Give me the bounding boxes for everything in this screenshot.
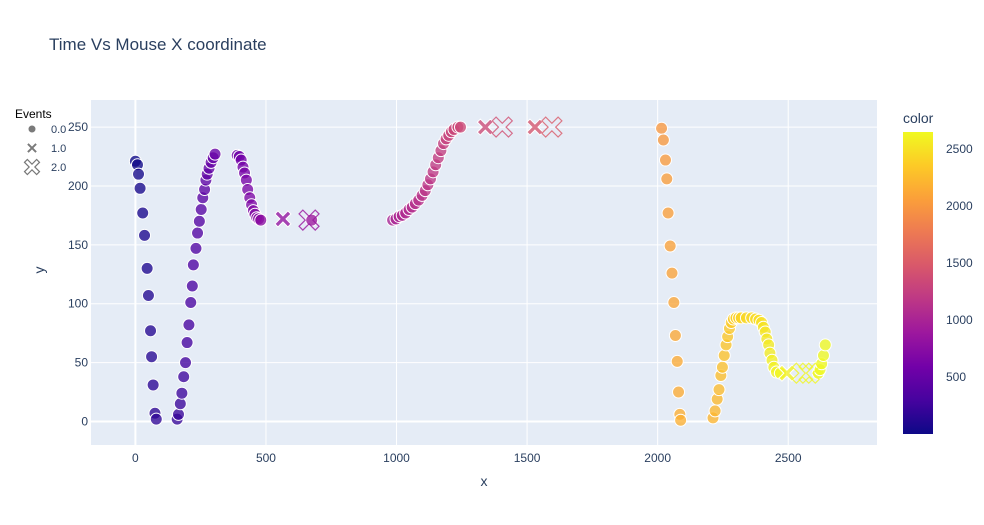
data-point-circle [712,383,726,397]
data-point-circle [189,241,203,255]
chart-title: Time Vs Mouse X coordinate [49,35,267,54]
y-tick-label: 50 [75,356,89,370]
data-point-circle [663,239,677,253]
data-point-circle [655,121,669,135]
colorbar-tick-label: 2000 [946,199,973,213]
data-point-circle [254,213,268,227]
y-tick-labels: 0 50 100 150 200 250 [68,120,88,428]
data-point-circle [138,228,152,242]
data-point-circle [141,288,155,302]
data-point-circle [668,328,682,342]
y-tick-label: 100 [68,297,88,311]
data-point-circle [670,354,684,368]
data-point-x [274,210,292,228]
data-point-circle [818,338,832,352]
colorbar-tick-label: 1000 [946,313,973,327]
data-point-circle [132,167,146,181]
data-point-circle [208,147,222,161]
data-point-circle [305,213,319,227]
legend-label: 2.0 [51,162,66,174]
data-point-circle [177,370,191,384]
data-point-circle [717,349,731,363]
data-point-circle [184,296,198,310]
data-point-x-open [541,116,563,138]
x-axis-title: x [481,473,488,489]
data-point-circle [140,261,154,275]
legend[interactable]: Events 0.0 1.0 2.0 [15,107,67,176]
data-point-x-open [491,116,514,138]
data-point-x [778,364,796,382]
data-point-circle [136,206,150,220]
x-tick-labels: 0 500 1000 1500 2000 2500 [132,451,802,465]
legend-label: 0.0 [51,124,66,136]
data-point-circle [191,226,205,240]
data-point-circle [179,356,193,370]
data-point-circle [656,133,670,147]
data-point-circle [146,378,160,392]
legend-symbol [27,124,37,134]
y-tick-label: 250 [68,120,88,134]
legend-label: 1.0 [51,143,66,155]
x-tick-label: 2500 [775,451,802,465]
legend-symbol [23,158,41,176]
colorbar-title: color [903,110,934,126]
colorbar-tick-label: 1500 [946,256,973,270]
data-point-circle [194,203,208,217]
colorbar-tick-label: 2500 [946,142,973,156]
data-point-circle [660,172,674,186]
x-tick-label: 500 [256,451,276,465]
data-point-x-open [798,362,820,385]
data-point-circle [658,153,672,167]
data-point-circle [144,324,158,338]
y-axis-title: y [31,267,47,274]
plot-area[interactable] [91,100,877,445]
data-point-x-open [791,362,814,385]
data-point-circle [667,296,681,310]
data-point-circle [149,412,163,426]
data-point-circle [715,360,729,374]
data-point-circle [133,181,147,195]
data-point-circle [665,266,679,280]
data-point-circle [708,404,722,418]
legend-item[interactable]: 2.0 [23,158,67,176]
data-point-circle [182,318,196,332]
data-point-circle [192,214,206,228]
data-point-circle [185,279,199,293]
data-point-circle [674,413,688,427]
y-tick-label: 150 [68,238,88,252]
y-tick-label: 0 [81,414,88,428]
colorbar-tick-label: 500 [946,370,966,384]
data-point-circle [186,258,200,272]
data-point-circle [453,120,467,134]
y-tick-label: 200 [68,179,88,193]
legend-item[interactable]: 0.0 [27,124,66,136]
legend-item[interactable]: 1.0 [25,141,67,156]
x-tick-label: 2000 [644,451,671,465]
data-point-circle [672,385,686,399]
x-tick-label: 1500 [514,451,541,465]
data-point-circle [816,349,830,363]
x-tick-label: 0 [132,451,139,465]
colorbar-gradient [903,132,933,434]
data-point-circle [180,336,194,350]
data-point-circle [171,407,185,421]
legend-symbol [25,141,39,155]
grid-lines [91,100,877,445]
legend-title: Events [15,107,52,121]
data-point-circle [175,386,189,400]
x-tick-label: 1000 [383,451,410,465]
colorbar[interactable]: color 500 1000 1500 2000 2500 [903,110,973,434]
data-point-circle [173,397,187,411]
data-point-circle [661,206,675,220]
data-points [128,116,832,427]
data-point-x-open [298,209,320,231]
data-point-circle [145,350,159,364]
